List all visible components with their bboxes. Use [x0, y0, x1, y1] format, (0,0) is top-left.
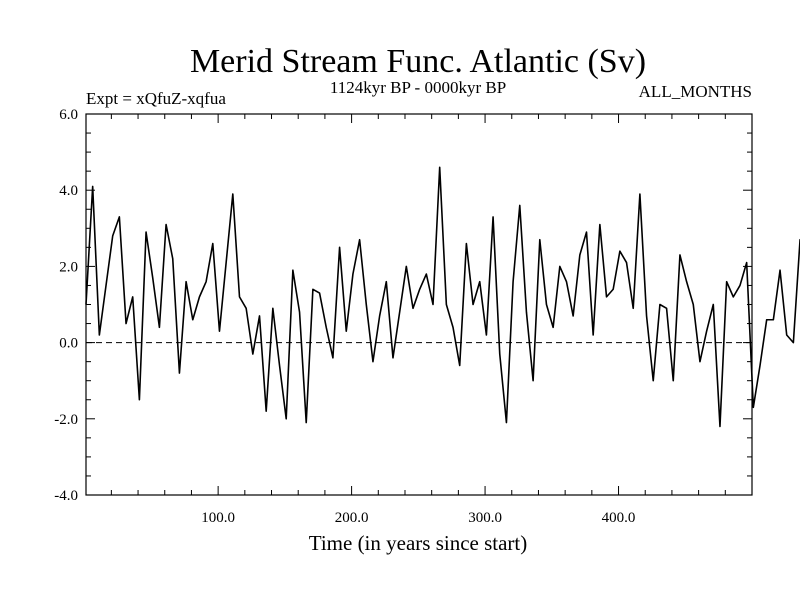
x-tick-label: 300.0: [468, 510, 502, 526]
experiment-label: Expt = xQfuZ-xqfua: [86, 89, 226, 108]
plot-frame: [85, 113, 753, 496]
months-label: ALL_MONTHS: [639, 82, 752, 101]
series-line-0: [85, 166, 800, 428]
plot-area: [85, 113, 800, 496]
chart-title: Merid Stream Func. Atlantic (Sv): [190, 43, 646, 80]
y-axis: -4.0 -2.0 0.0 2.0 4.0 6.0: [54, 107, 752, 504]
x-axis: 100.0 200.0 300.0 400.0: [110, 114, 726, 526]
y-tick-label: 2.0: [59, 259, 78, 275]
y-tick-label: 4.0: [59, 183, 78, 199]
x-tick-label: 400.0: [602, 510, 636, 526]
y-tick-label: 6.0: [59, 107, 78, 123]
y-tick-label: -4.0: [54, 488, 78, 504]
x-tick-label: 200.0: [335, 510, 369, 526]
y-tick-label: 0.0: [59, 336, 78, 352]
time-range-label: 1124kyr BP - 0000kyr BP: [330, 78, 506, 97]
y-tick-label: -2.0: [54, 412, 78, 428]
x-axis-label: Time (in years since start): [309, 531, 528, 555]
x-tick-label: 100.0: [201, 510, 235, 526]
